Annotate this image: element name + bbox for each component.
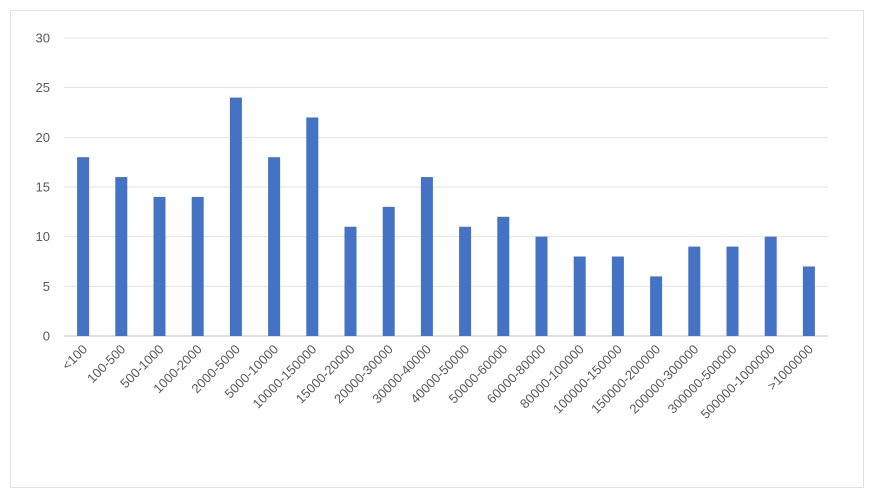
y-tick-label: 15 [36, 180, 50, 195]
bar [650, 276, 663, 336]
y-axis-ticks: 0 5 10 15 20 25 30 [36, 31, 50, 344]
y-tick-label: 20 [36, 130, 50, 145]
bar [535, 236, 548, 336]
bar [382, 206, 395, 336]
bar [459, 226, 472, 336]
gridlines [64, 37, 828, 337]
bar [306, 117, 319, 336]
bar [611, 256, 624, 336]
bar [268, 157, 281, 336]
y-tick-label: 0 [43, 329, 50, 344]
y-tick-label: 5 [43, 279, 50, 294]
y-tick-label: 25 [36, 80, 50, 95]
bar [153, 196, 166, 336]
x-axis-ticks: <100100-500500-10001000-20002000-5000500… [59, 342, 816, 422]
chart-frame [10, 10, 864, 488]
bar [688, 246, 701, 336]
bars [77, 97, 815, 336]
bar [77, 157, 90, 336]
bar [191, 196, 204, 336]
y-tick-label: 10 [36, 229, 50, 244]
y-tick-label: 30 [36, 31, 50, 46]
bar [573, 256, 586, 336]
bar [802, 266, 815, 336]
bar [420, 177, 433, 336]
x-tick-label: <100 [59, 342, 90, 373]
bar [344, 226, 357, 336]
bar [115, 177, 128, 336]
bar [497, 216, 510, 336]
bar [229, 97, 242, 336]
bar [726, 246, 739, 336]
bar [764, 236, 777, 336]
